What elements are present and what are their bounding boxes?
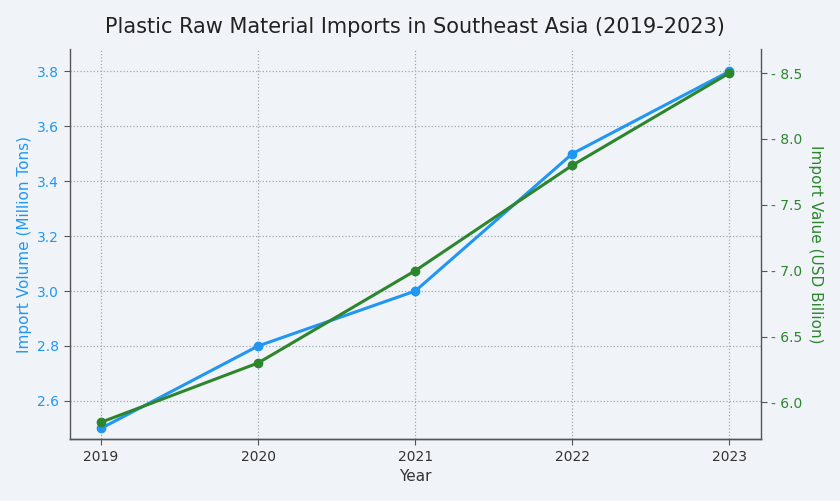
Y-axis label: Import Value (USD Billion): Import Value (USD Billion) (808, 145, 823, 344)
Title: Plastic Raw Material Imports in Southeast Asia (2019-2023): Plastic Raw Material Imports in Southeas… (105, 17, 725, 37)
X-axis label: Year: Year (399, 469, 432, 484)
Y-axis label: Import Volume (Million Tons): Import Volume (Million Tons) (17, 136, 32, 353)
